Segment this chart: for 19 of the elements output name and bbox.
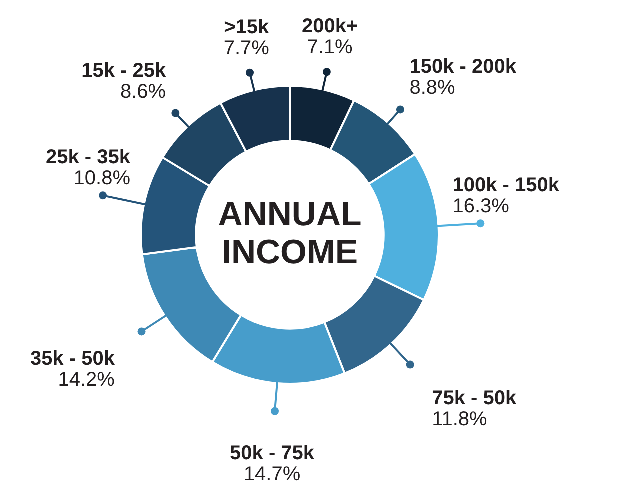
slice-label: 15k - 25k [82, 60, 167, 82]
data-label: 7.7% [224, 37, 270, 60]
slice-label: 25k - 35k [46, 146, 132, 169]
slice-label: 35k - 50k [30, 348, 116, 370]
slice-label: 100k - 150k [452, 174, 560, 197]
slice-label: 50k - 75k [230, 442, 316, 464]
data-label: 16.3% [452, 196, 510, 218]
slice-label: >15k [224, 16, 270, 38]
data-label: 10.8% [74, 168, 131, 190]
text: ANNUAL INCOME [218, 195, 362, 272]
slice-label: 200k+ [302, 16, 358, 38]
data-label: 11.8% [432, 408, 488, 430]
data-label: 8.6% [120, 81, 166, 104]
data-label: 14.2% [58, 369, 116, 392]
data-label: 7.1% [307, 36, 354, 58]
slice-label: 75k - 50k [432, 387, 518, 410]
slice-label: 150k - 200k [410, 56, 518, 78]
data-label: 14.7% [244, 463, 301, 486]
data-label: 8.8% [410, 77, 456, 100]
